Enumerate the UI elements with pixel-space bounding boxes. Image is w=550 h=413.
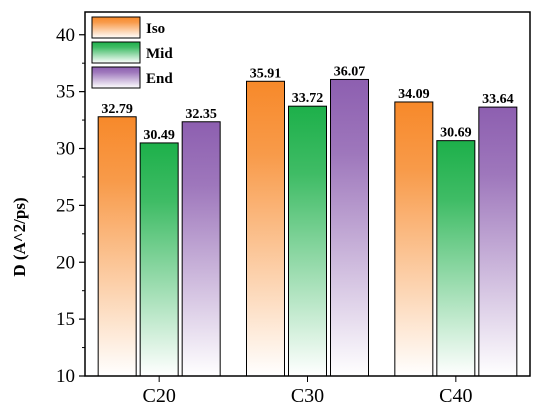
data-label-mid-c20: 30.49 <box>143 128 175 143</box>
legend-label-end: End <box>146 71 173 87</box>
x-tick-label: C40 <box>439 385 472 407</box>
y-tick-label: 40 <box>56 25 75 46</box>
data-label-end-c40: 33.64 <box>482 92 514 107</box>
y-tick-label: 25 <box>56 195 75 216</box>
legend-label-iso: Iso <box>146 21 165 37</box>
bar-end-c40 <box>478 106 518 377</box>
data-label-iso-c40: 34.09 <box>398 87 430 102</box>
y-tick-label: 35 <box>56 82 75 103</box>
y-tick-label: 15 <box>56 309 75 330</box>
legend-label-mid: Mid <box>146 46 173 62</box>
bar-mid-c40 <box>436 140 476 377</box>
bar-mid-c20 <box>139 142 179 377</box>
bar-iso-c20 <box>97 116 137 377</box>
bar-iso-c40 <box>394 101 434 377</box>
data-label-end-c30: 36.07 <box>334 64 366 79</box>
data-label-iso-c30: 35.91 <box>250 66 282 81</box>
data-label-iso-c20: 32.79 <box>101 102 133 117</box>
bar-end-c30 <box>330 78 369 377</box>
data-label-end-c20: 32.35 <box>185 107 217 122</box>
x-tick-label: C20 <box>142 385 175 407</box>
bar-end-c20 <box>181 121 221 377</box>
y-tick-label: 20 <box>56 252 75 273</box>
axes-layer: C20 C30 C40 10 15 20 25 30 35 40 <box>56 11 531 407</box>
legend-swatch-mid <box>91 41 141 64</box>
legend-swatch-iso <box>91 16 141 39</box>
bar-mid-c30 <box>288 105 327 377</box>
legend-swatch-end <box>91 66 141 89</box>
legend: Iso Mid End <box>91 16 173 89</box>
y-tick-label: 10 <box>56 366 75 387</box>
data-labels-layer: 32.79 30.49 32.35 35.91 33.72 36.07 34.09 30.69… <box>101 64 513 142</box>
data-label-mid-c30: 33.72 <box>292 91 324 106</box>
data-label-mid-c40: 30.69 <box>440 126 472 141</box>
plot-frame <box>84 11 531 377</box>
x-tick-label: C30 <box>291 385 324 407</box>
bars-layer <box>97 78 518 377</box>
y-axis-label: D (A^2/ps) <box>10 197 29 276</box>
y-tick-label: 30 <box>56 139 75 160</box>
bar-iso-c30 <box>246 80 285 377</box>
